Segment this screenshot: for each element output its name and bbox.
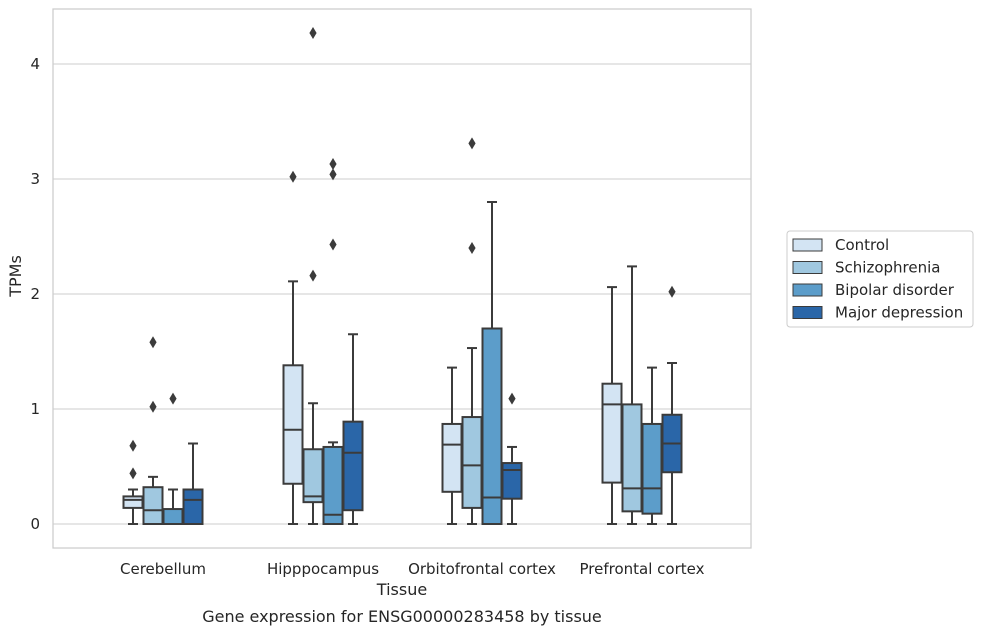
outlier-point xyxy=(329,238,337,251)
box xyxy=(162,508,184,525)
box-group xyxy=(661,285,683,525)
plot-area-frame xyxy=(52,8,752,549)
box-group xyxy=(182,442,204,525)
box-group xyxy=(122,439,144,525)
box xyxy=(461,416,483,509)
y-tick-label: 2 xyxy=(30,285,40,303)
y-tick-label: 4 xyxy=(30,55,40,73)
box-group xyxy=(621,265,643,525)
box xyxy=(282,364,304,485)
outlier-point xyxy=(508,392,516,405)
box-group xyxy=(282,170,304,525)
series-control xyxy=(122,170,623,525)
outlier-point xyxy=(129,439,137,452)
x-tick-label: Orbitofrontal cortex xyxy=(408,560,556,578)
box xyxy=(601,382,623,484)
outlier-point xyxy=(309,26,317,39)
box xyxy=(182,488,204,525)
legend-label: Major depression xyxy=(835,304,963,322)
box-group xyxy=(601,286,623,525)
box xyxy=(342,420,364,512)
series-bipolar-disorder xyxy=(162,158,663,526)
x-axis-label: Tissue xyxy=(376,580,427,599)
legend-label: Control xyxy=(835,236,889,254)
box-group xyxy=(501,392,523,525)
legend: Control Schizophrenia Bipolar disorder Majo… xyxy=(786,230,974,328)
outlier-point xyxy=(468,242,476,254)
x-tick-label: Cerebellum xyxy=(120,560,206,578)
box xyxy=(322,445,344,526)
y-tick-label: 3 xyxy=(30,170,40,188)
x-tick-label: Prefrontal cortex xyxy=(580,560,705,578)
legend-label: Schizophrenia xyxy=(835,259,940,277)
legend-frame xyxy=(786,230,974,328)
outlier-point xyxy=(289,170,297,183)
box-group xyxy=(322,158,344,526)
box-group xyxy=(641,366,663,525)
box xyxy=(122,495,144,509)
outlier-point xyxy=(309,269,317,282)
box-group xyxy=(441,366,463,525)
outlier-point xyxy=(149,336,157,349)
legend-swatch xyxy=(792,261,823,274)
x-tick-label: Hipppocampus xyxy=(267,560,379,578)
legend-swatch xyxy=(792,238,823,252)
legend-swatch xyxy=(792,283,823,297)
boxes xyxy=(122,26,683,526)
series-schizophrenia xyxy=(142,26,643,526)
box xyxy=(621,403,643,513)
x-tick-labels: Cerebellum Hipppocampus Orbitofrontal cort… xyxy=(120,560,705,578)
y-tick-labels: 0 1 2 3 4 xyxy=(30,55,40,533)
legend-label: Bipolar disorder xyxy=(835,281,955,299)
box-group xyxy=(162,392,184,525)
box xyxy=(302,448,324,504)
chart-caption: Gene expression for ENSG00000283458 by t… xyxy=(202,607,602,626)
outlier-point xyxy=(129,467,137,480)
box xyxy=(142,486,164,526)
box-group xyxy=(481,201,503,525)
box xyxy=(641,422,663,515)
y-tick-label: 0 xyxy=(30,515,40,533)
box xyxy=(501,462,523,500)
series-major-depression xyxy=(182,285,683,525)
box-group xyxy=(461,137,483,525)
legend-swatch xyxy=(792,306,823,319)
outlier-point xyxy=(329,158,337,171)
box-group xyxy=(142,336,164,526)
y-axis-label: TPMs xyxy=(6,255,25,298)
box xyxy=(481,327,503,525)
outlier-point xyxy=(169,392,177,405)
y-tick-label: 1 xyxy=(30,400,40,418)
outlier-point xyxy=(668,285,676,298)
box-group xyxy=(302,26,324,525)
box xyxy=(441,422,463,493)
outlier-point xyxy=(468,137,476,150)
box-group xyxy=(342,333,364,525)
outlier-point xyxy=(149,400,157,413)
outlier-point xyxy=(329,168,337,181)
